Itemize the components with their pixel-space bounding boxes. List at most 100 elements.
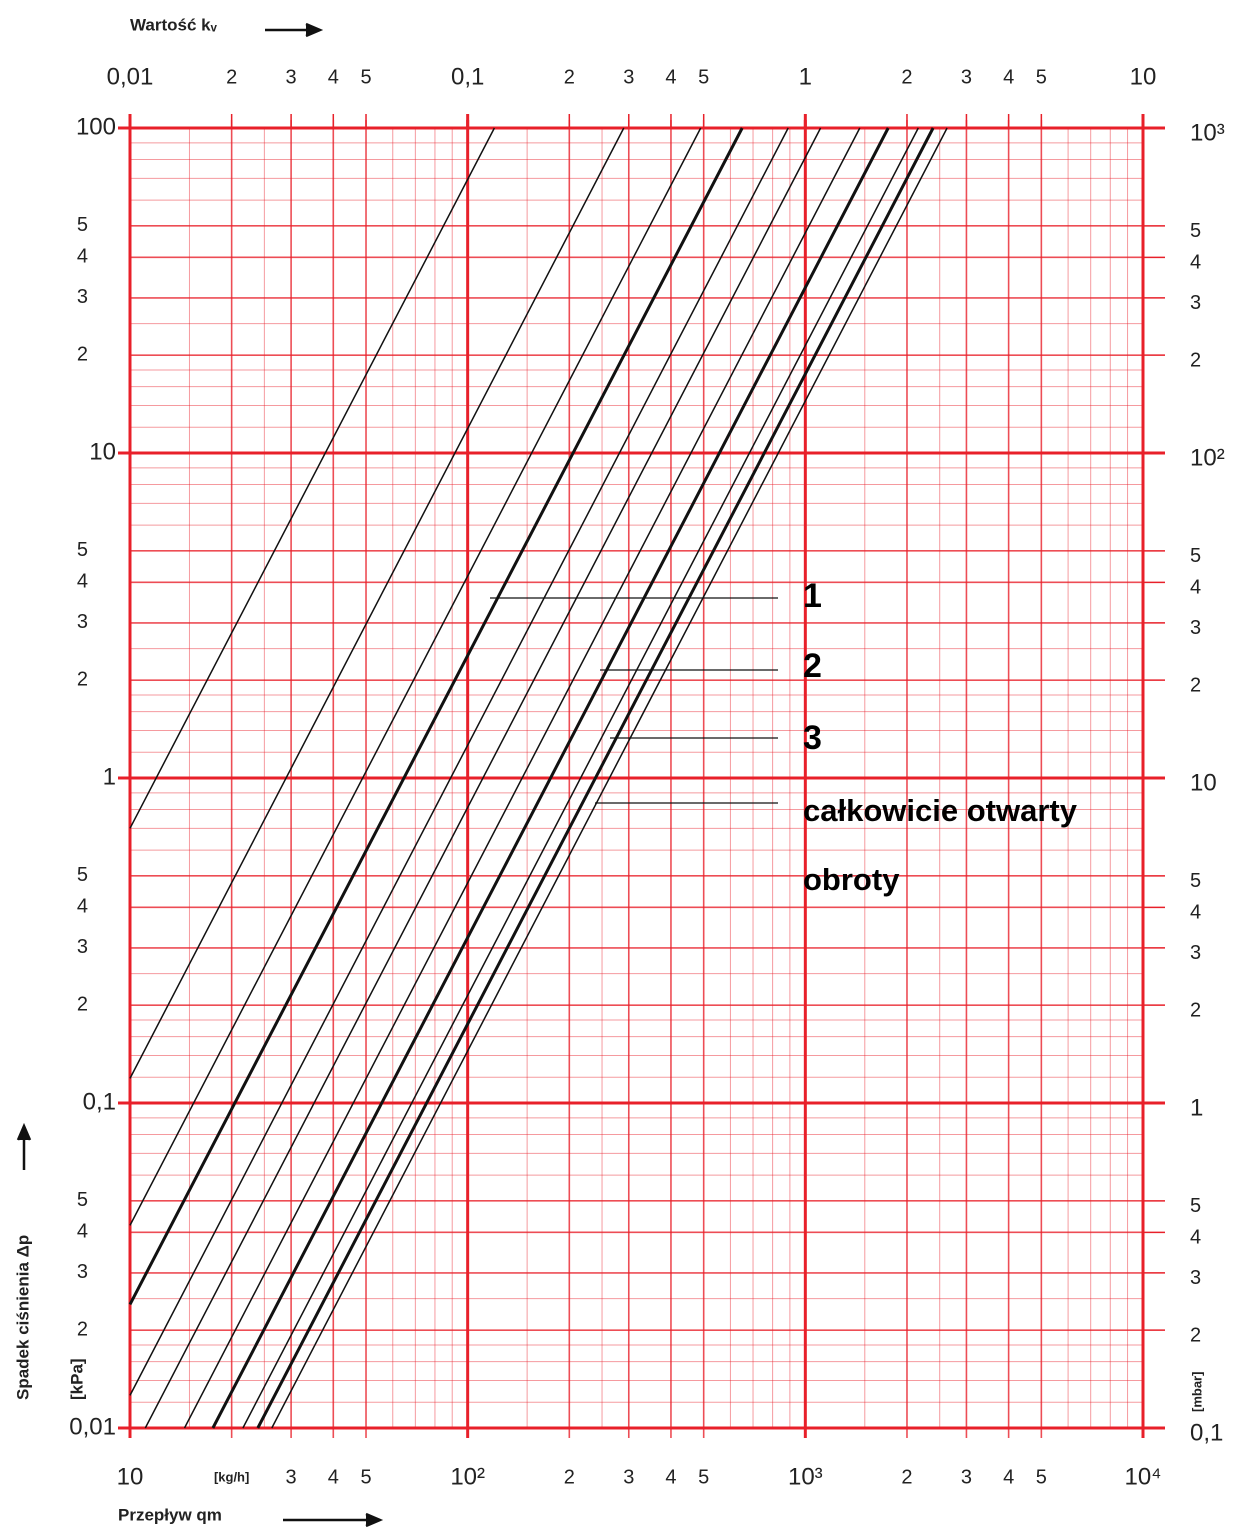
x2-tick-label: 2 bbox=[226, 66, 237, 88]
y2-tick-label: 0,1 bbox=[1190, 1419, 1223, 1446]
series-line bbox=[129, 127, 702, 1226]
plot-frame bbox=[128, 126, 1145, 1430]
y-tick-label: 3 bbox=[77, 286, 88, 308]
x2-tick-label: 5 bbox=[360, 66, 371, 88]
y-tick-label: 5 bbox=[77, 864, 88, 886]
series-line bbox=[183, 127, 861, 1429]
y-tick-label: 5 bbox=[77, 214, 88, 236]
x2-tick-label: 5 bbox=[698, 66, 709, 88]
x2-tick-label: 2 bbox=[564, 66, 575, 88]
annotation: całkowicie otwarty bbox=[803, 793, 1078, 828]
marks bbox=[128, 127, 948, 1429]
annotation: 3 bbox=[803, 719, 822, 757]
grid bbox=[118, 114, 1165, 1438]
y2-tick-label: 2 bbox=[1190, 999, 1201, 1021]
x2-tick-label: 3 bbox=[623, 66, 634, 88]
x2-tick-label: 4 bbox=[328, 66, 339, 88]
x-tick-label: 4 bbox=[328, 1466, 339, 1488]
y2-axis-unit: [mbar] bbox=[1189, 1372, 1204, 1412]
y2-tick-label: 4 bbox=[1190, 577, 1201, 599]
arrow bbox=[16, 1122, 32, 1170]
x2-tick-label: 10 bbox=[1130, 63, 1157, 90]
y-tick-label: 2 bbox=[77, 1318, 88, 1340]
arrow bbox=[283, 1512, 384, 1528]
y-tick-label: 4 bbox=[77, 571, 88, 593]
y2-tick-label: 2 bbox=[1190, 349, 1201, 371]
y2-tick-label: 2 bbox=[1190, 674, 1201, 696]
x-tick-label: 3 bbox=[623, 1466, 634, 1488]
x2-tick-label: 1 bbox=[799, 63, 812, 90]
y-tick-label: 5 bbox=[77, 539, 88, 561]
y2-tick-label: 3 bbox=[1190, 1267, 1201, 1289]
series-line bbox=[256, 127, 935, 1429]
x-axis-title: Przepływ qm bbox=[118, 1505, 222, 1524]
x-tick-label: 10 bbox=[117, 1463, 144, 1490]
y-tick-label: 2 bbox=[77, 343, 88, 365]
x-tick-label: [kg/h] bbox=[214, 1469, 249, 1484]
x-tick-label: 10² bbox=[450, 1463, 485, 1490]
y2-tick-label: 10² bbox=[1190, 444, 1225, 471]
y-tick-label: 10 bbox=[89, 438, 116, 465]
x2-tick-label: 5 bbox=[1036, 66, 1047, 88]
x2-tick-label: 4 bbox=[1003, 66, 1014, 88]
x-tick-label: 10³ bbox=[788, 1463, 823, 1490]
y-tick-label: 0,1 bbox=[83, 1088, 116, 1115]
y-tick-label: 5 bbox=[77, 1189, 88, 1211]
y-tick-label: 3 bbox=[77, 936, 88, 958]
y-tick-label: 4 bbox=[77, 896, 88, 918]
annotation: 1 bbox=[803, 577, 822, 615]
y-axis-unit: [kPa] bbox=[67, 1358, 86, 1400]
y-axis-title: Spadek ciśnienia Δp bbox=[13, 1235, 32, 1400]
y-tick-label: 3 bbox=[77, 1261, 88, 1283]
series-line bbox=[129, 127, 625, 1079]
series-line bbox=[211, 127, 890, 1429]
x-tick-label: 5 bbox=[360, 1466, 371, 1488]
x-tick-label: 2 bbox=[901, 1466, 912, 1488]
y2-tick-label: 5 bbox=[1190, 220, 1201, 242]
annotation: obroty bbox=[803, 862, 900, 897]
x2-tick-label: 2 bbox=[901, 66, 912, 88]
series-line bbox=[242, 127, 919, 1429]
x-tick-label: 10⁴ bbox=[1124, 1463, 1161, 1490]
y-tick-label: 100 bbox=[76, 113, 116, 140]
y2-tick-label: 4 bbox=[1190, 252, 1201, 274]
x2-tick-label: 3 bbox=[961, 66, 972, 88]
x-tick-label: 5 bbox=[1036, 1466, 1047, 1488]
y-tick-label: 0,01 bbox=[69, 1413, 116, 1440]
series-line bbox=[144, 127, 822, 1429]
x-tick-label: 4 bbox=[665, 1466, 676, 1488]
y2-tick-label: 3 bbox=[1190, 942, 1201, 964]
arrow bbox=[265, 22, 324, 38]
y2-tick-label: 5 bbox=[1190, 870, 1201, 892]
x2-tick-label: 3 bbox=[286, 66, 297, 88]
y2-tick-label: 4 bbox=[1190, 902, 1201, 924]
y-tick-label: 2 bbox=[77, 668, 88, 690]
y2-tick-label: 3 bbox=[1190, 292, 1201, 314]
y2-tick-label: 10³ bbox=[1190, 119, 1225, 146]
series-line bbox=[129, 127, 496, 829]
y2-tick-label: 3 bbox=[1190, 617, 1201, 639]
y2-tick-label: 1 bbox=[1190, 1094, 1203, 1121]
x2-tick-label: 4 bbox=[665, 66, 676, 88]
annotation: 2 bbox=[803, 647, 822, 685]
x-tick-label: 3 bbox=[961, 1466, 972, 1488]
x-tick-label: 3 bbox=[286, 1466, 297, 1488]
x2-tick-label: 0,1 bbox=[451, 63, 484, 90]
series-line bbox=[128, 127, 744, 1306]
y-tick-label: 2 bbox=[77, 993, 88, 1015]
x-tick-label: 4 bbox=[1003, 1466, 1014, 1488]
x2-tick-label: 0,01 bbox=[107, 63, 154, 90]
series-line bbox=[129, 127, 789, 1396]
x-tick-label: 2 bbox=[564, 1466, 575, 1488]
y-tick-label: 4 bbox=[77, 1221, 88, 1243]
y-tick-label: 3 bbox=[77, 611, 88, 633]
y2-tick-label: 10 bbox=[1190, 769, 1217, 796]
y2-tick-label: 2 bbox=[1190, 1324, 1201, 1346]
y2-tick-label: 5 bbox=[1190, 1195, 1201, 1217]
y-tick-label: 4 bbox=[77, 246, 88, 268]
series-line bbox=[271, 127, 948, 1429]
y2-tick-label: 5 bbox=[1190, 545, 1201, 567]
y2-tick-label: 4 bbox=[1190, 1227, 1201, 1249]
x-tick-label: 5 bbox=[698, 1466, 709, 1488]
